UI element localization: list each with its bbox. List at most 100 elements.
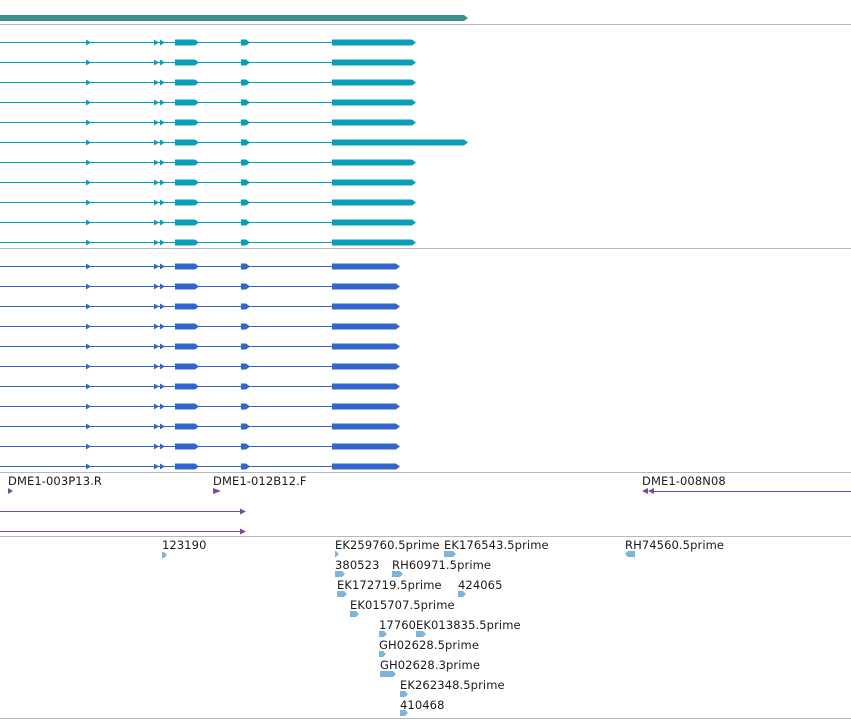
blue-transcript-9-exon-marker: [154, 443, 159, 450]
clone-span-end-marker: [240, 508, 246, 515]
clone-span-end-marker: [240, 528, 246, 535]
blue-transcript-3-exon: [241, 323, 250, 330]
blue-transcript-3-exon-marker: [154, 323, 159, 330]
teal-transcript-9-coding-exon: [332, 219, 416, 226]
teal-transcript-6-exon: [175, 159, 199, 166]
teal-transcript-1-exon: [175, 59, 199, 66]
est-label-gh02628-3prime[interactable]: GH02628.3prime: [380, 658, 481, 672]
blue-transcript-7-exon-marker: [160, 403, 165, 410]
teal-transcript-8-exon: [175, 199, 199, 206]
teal-transcript-10-exon: [175, 239, 199, 246]
est-feature-glyph-8[interactable]: [350, 611, 359, 617]
blue-transcript-10-exon: [175, 463, 199, 470]
teal-transcript-10-coding-exon: [332, 239, 416, 246]
est-feature-glyph-9[interactable]: [379, 631, 387, 637]
clone-label-dme1-012b12-f[interactable]: DME1-012B12.F: [213, 474, 307, 488]
teal-transcript-4-exon: [175, 119, 199, 126]
est-label-123190[interactable]: 123190: [162, 538, 207, 552]
est-feature-glyph-3[interactable]: [625, 551, 635, 557]
blue-transcript-3-coding-exon: [332, 323, 400, 330]
teal-transcript-6-coding-exon: [332, 159, 416, 166]
blue-transcript-0-exon-marker: [86, 263, 91, 270]
blue-transcript-2-exon-marker: [154, 303, 159, 310]
est-feature-glyph-12[interactable]: [380, 671, 396, 677]
teal-transcript-5-coding-exon: [332, 139, 468, 146]
clone-label-dme1-003p13-r[interactable]: DME1-003P13.R: [8, 474, 102, 488]
est-label-17760[interactable]: 17760: [379, 618, 417, 632]
blue-transcript-10-exon-marker: [160, 463, 165, 470]
teal-transcript-4-exon-marker: [160, 119, 165, 126]
teal-transcript-10-exon: [241, 239, 250, 246]
blue-transcript-5-coding-exon: [332, 363, 400, 370]
est-feature-glyph-13[interactable]: [400, 691, 408, 697]
teal-transcript-3-exon: [241, 99, 250, 106]
blue-transcript-1-exon: [241, 283, 250, 290]
blue-transcript-4-exon-marker: [154, 343, 159, 350]
blue-transcript-9-exon: [241, 443, 250, 450]
est-feature-glyph-14[interactable]: [400, 710, 408, 716]
teal-transcript-9-exon: [175, 219, 199, 226]
est-label-rh74560-5prime[interactable]: RH74560.5prime: [625, 538, 725, 552]
est-label-ek176543-5prime[interactable]: EK176543.5prime: [444, 538, 549, 552]
blue-transcript-7-exon-marker: [154, 403, 159, 410]
teal-transcript-0-exon-marker: [86, 39, 91, 46]
blue-transcript-4-exon-marker: [86, 343, 91, 350]
blue-transcript-8-coding-exon: [332, 423, 400, 430]
est-feature-glyph-5[interactable]: [392, 571, 403, 577]
blue-transcript-4-exon-marker: [160, 343, 165, 350]
est-label-ek015707-5prime[interactable]: EK015707.5prime: [350, 598, 455, 612]
blue-transcript-5-exon-marker: [86, 363, 91, 370]
blue-transcript-1-coding-exon: [332, 283, 400, 290]
teal-transcript-8-coding-exon: [332, 199, 416, 206]
teal-transcript-2-exon-marker: [154, 79, 159, 86]
est-label-gh02628-5prime[interactable]: GH02628.5prime: [379, 638, 480, 652]
teal-transcript-10-exon-marker: [154, 239, 159, 246]
est-feature-glyph-11[interactable]: [379, 651, 386, 657]
teal-transcript-10-exon-marker: [86, 239, 91, 246]
teal-transcript-8-exon-marker: [86, 199, 91, 206]
blue-transcript-0-exon-marker: [160, 263, 165, 270]
clone-reverse-marker: [642, 488, 648, 494]
teal-transcript-4-exon: [241, 119, 250, 126]
blue-transcript-7-coding-exon: [332, 403, 400, 410]
est-label-424065[interactable]: 424065: [458, 578, 503, 592]
teal-transcript-0-exon-marker: [160, 39, 165, 46]
est-label-ek262348-5prime[interactable]: EK262348.5prime: [400, 678, 505, 692]
teal-transcript-9-exon-marker: [86, 219, 91, 226]
teal-transcript-0-exon: [241, 39, 250, 46]
est-feature-glyph-10[interactable]: [416, 631, 426, 637]
clone-label-dme1-008n08[interactable]: DME1-008N08: [642, 474, 726, 488]
clone-reverse-marker: [648, 488, 654, 494]
blue-transcript-6-exon: [241, 383, 250, 390]
teal-transcript-9-exon: [241, 219, 250, 226]
est-label-ek013835-5prime[interactable]: EK013835.5prime: [416, 618, 521, 632]
blue-transcript-8-exon-marker: [86, 423, 91, 430]
blue-transcript-4-exon: [241, 343, 250, 350]
est-feature-glyph-0[interactable]: [162, 552, 167, 558]
est-feature-glyph-6[interactable]: [337, 591, 347, 597]
teal-transcript-2-exon-marker: [160, 79, 165, 86]
teal-transcript-7-exon: [175, 179, 199, 186]
est-label-rh60971-5prime[interactable]: RH60971.5prime: [392, 558, 492, 572]
est-feature-glyph-4[interactable]: [335, 571, 345, 577]
est-feature-glyph-1[interactable]: [335, 551, 339, 557]
teal-transcript-3-exon-marker: [160, 99, 165, 106]
blue-transcript-3-exon-marker: [86, 323, 91, 330]
blue-transcript-3-exon: [175, 323, 199, 330]
blue-transcript-1-exon-marker: [154, 283, 159, 290]
blue-transcript-8-exon-marker: [154, 423, 159, 430]
teal-transcript-8-exon-marker: [154, 199, 159, 206]
est-label-380523[interactable]: 380523: [335, 558, 380, 572]
est-label-ek259760-5prime[interactable]: EK259760.5prime: [335, 538, 440, 552]
clone-end-marker: [8, 488, 13, 494]
est-feature-glyph-2[interactable]: [444, 551, 456, 557]
est-label-410468[interactable]: 410468: [400, 698, 445, 712]
blue-transcript-7-exon: [241, 403, 250, 410]
teal-transcript-5-exon-marker: [86, 139, 91, 146]
blue-transcript-1-exon-marker: [160, 283, 165, 290]
est-label-ek172719-5prime[interactable]: EK172719.5prime: [337, 578, 442, 592]
blue-transcript-9-exon: [175, 443, 199, 450]
est-feature-glyph-7[interactable]: [458, 591, 466, 597]
blue-transcript-6-exon-marker: [154, 383, 159, 390]
